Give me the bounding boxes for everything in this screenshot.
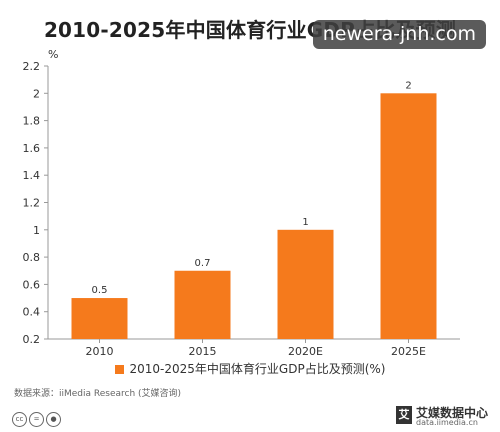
y-tick-label: 1 bbox=[33, 224, 40, 237]
y-tick-label: 1.6 bbox=[23, 142, 41, 155]
y-tick-label: 0.8 bbox=[23, 251, 41, 264]
brand-logo: 艾 艾媒数据中心 data.iimedia.cn bbox=[396, 404, 490, 428]
person-icon: ● bbox=[46, 412, 61, 427]
bars bbox=[71, 93, 437, 339]
y-tick-label: 1.4 bbox=[23, 169, 41, 182]
logo-url: data.iimedia.cn bbox=[416, 418, 478, 427]
data-source: 数据来源：iiMedia Research (艾媒咨询) bbox=[14, 389, 182, 399]
y-tick-label: 0.6 bbox=[23, 278, 41, 291]
bar bbox=[380, 93, 437, 339]
y-tick-label: 2.2 bbox=[23, 60, 41, 73]
x-tick-label: 2010 bbox=[86, 345, 114, 358]
x-tick-label: 2025E bbox=[391, 345, 426, 358]
bar-value-label: 0.7 bbox=[195, 258, 211, 269]
y-tick-label: 1.2 bbox=[23, 197, 41, 210]
bar bbox=[71, 298, 128, 339]
x-ticks: 2010 2015 2020E 2025E bbox=[86, 339, 426, 358]
legend-swatch bbox=[114, 365, 124, 374]
bar bbox=[174, 270, 231, 339]
logo-name: 艾媒数据中心 bbox=[416, 406, 489, 420]
legend: 2010-2025年中国体育行业GDP占比及预测(%) bbox=[0, 360, 500, 377]
license-icons: cc = ● bbox=[12, 406, 63, 427]
y-tick-label: 2 bbox=[33, 87, 40, 100]
y-tick-label: 1.8 bbox=[23, 115, 41, 128]
cc-icon: cc bbox=[12, 412, 27, 427]
x-tick-label: 2020E bbox=[288, 345, 323, 358]
bar-value-label: 1 bbox=[302, 217, 308, 228]
y-tick-label: 0.2 bbox=[23, 333, 41, 346]
legend-label: 2010-2025年中国体育行业GDP占比及预测(%) bbox=[129, 362, 386, 376]
bar bbox=[277, 229, 334, 339]
x-tick-label: 2015 bbox=[189, 345, 217, 358]
bar-value-label: 2 bbox=[405, 80, 411, 91]
bar-value-label: 0.5 bbox=[92, 285, 108, 296]
equal-icon: = bbox=[29, 412, 44, 427]
bar-labels: 0.5 0.7 1 2 bbox=[92, 80, 412, 296]
logo-mark: 艾 bbox=[396, 406, 412, 424]
watermark: newera-jnh.com bbox=[312, 20, 486, 49]
y-axis-unit: % bbox=[48, 48, 58, 61]
y-tick-label: 0.4 bbox=[23, 306, 41, 319]
y-ticks: 0.2 0.4 0.6 0.8 1 1.2 1.4 1.6 1.8 2 2.2 bbox=[23, 60, 48, 346]
